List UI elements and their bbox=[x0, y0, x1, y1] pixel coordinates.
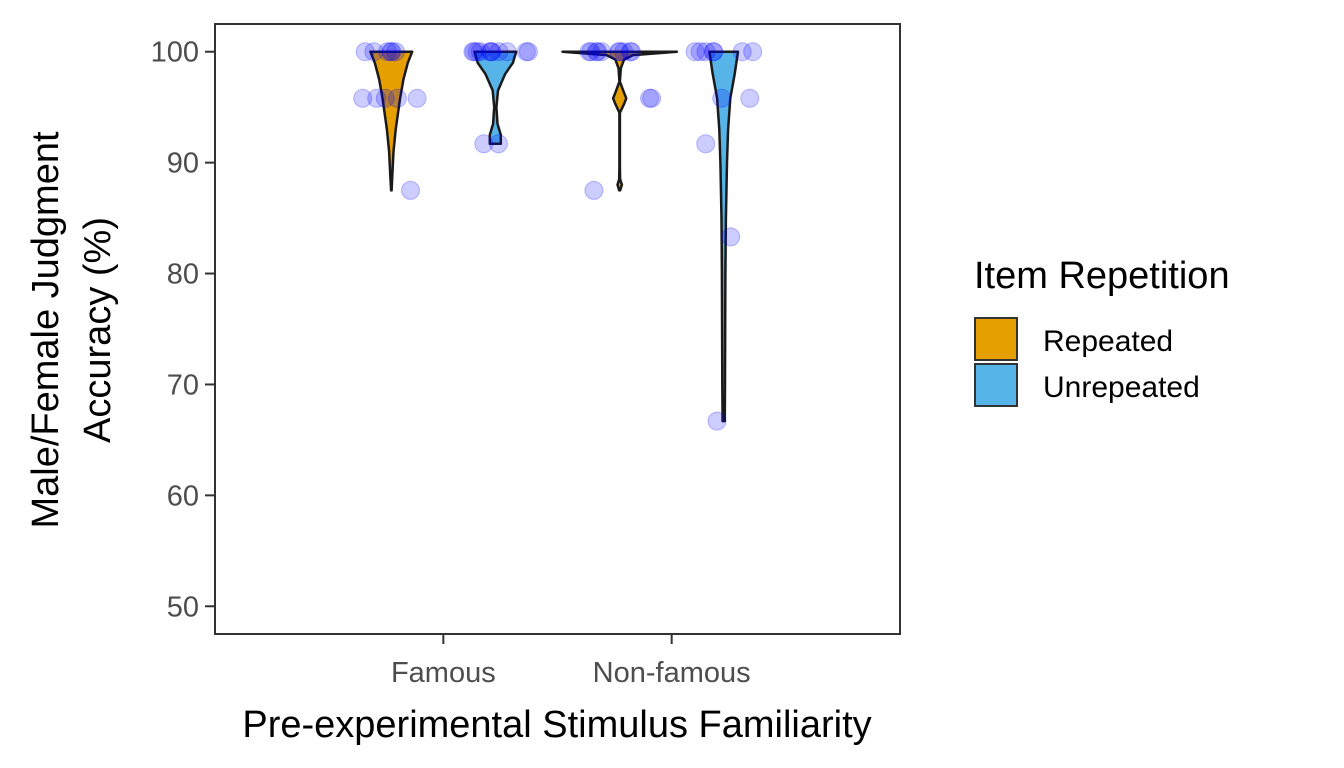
x-axis-title: Pre-experimental Stimulus Familiarity bbox=[242, 704, 871, 746]
legend-label-unrepeated: Unrepeated bbox=[1043, 371, 1200, 404]
point-unrepeated-non-famous-6 bbox=[696, 42, 716, 62]
point-unrepeated-non-famous-5 bbox=[743, 42, 763, 62]
point-unrepeated-famous-9 bbox=[482, 42, 502, 62]
y-tick-label-80: 80 bbox=[167, 259, 199, 291]
y-tick-label-60: 60 bbox=[167, 480, 199, 512]
point-repeated-non-famous-8 bbox=[588, 42, 608, 62]
point-unrepeated-famous-2 bbox=[464, 42, 484, 62]
x-tick-label-famous: Famous bbox=[391, 657, 496, 689]
legend-key-unrepeated bbox=[974, 363, 1018, 407]
point-unrepeated-famous-6 bbox=[470, 42, 490, 62]
point-unrepeated-non-famous-8 bbox=[712, 88, 732, 108]
legend-key-repeated bbox=[974, 317, 1018, 361]
point-repeated-non-famous-5 bbox=[586, 42, 606, 62]
point-repeated-non-famous-9 bbox=[579, 42, 599, 62]
point-repeated-famous-9 bbox=[375, 88, 395, 108]
point-repeated-non-famous-0 bbox=[620, 42, 640, 62]
point-unrepeated-non-famous-4 bbox=[685, 42, 705, 62]
violin-unrepeated-famous bbox=[473, 50, 518, 146]
point-repeated-non-famous-11 bbox=[642, 88, 662, 108]
y-axis: 50 60 70 80 90 100 bbox=[151, 37, 215, 623]
point-unrepeated-famous-8 bbox=[518, 42, 538, 62]
point-unrepeated-non-famous-11 bbox=[707, 411, 727, 431]
point-unrepeated-non-famous-3 bbox=[704, 42, 723, 62]
point-repeated-non-famous-3 bbox=[592, 42, 612, 62]
points-layer bbox=[353, 42, 763, 431]
point-unrepeated-famous-10 bbox=[467, 42, 487, 62]
point-unrepeated-non-famous-9 bbox=[696, 134, 716, 154]
x-tick-label-non-famous: Non-famous bbox=[593, 657, 751, 689]
point-repeated-non-famous-2 bbox=[610, 42, 630, 62]
point-repeated-famous-11 bbox=[401, 180, 420, 200]
point-unrepeated-famous-7 bbox=[463, 42, 483, 62]
point-repeated-famous-1 bbox=[386, 42, 405, 62]
point-unrepeated-famous-11 bbox=[489, 134, 508, 154]
violin-repeated-famous bbox=[369, 50, 414, 192]
point-unrepeated-famous-5 bbox=[497, 42, 517, 62]
point-repeated-famous-2 bbox=[355, 42, 375, 62]
y-tick-label-50: 50 bbox=[167, 591, 199, 623]
point-repeated-famous-7 bbox=[407, 88, 427, 108]
point-unrepeated-famous-12 bbox=[474, 134, 494, 154]
point-repeated-famous-0 bbox=[381, 42, 401, 62]
point-repeated-famous-6 bbox=[353, 88, 373, 108]
point-unrepeated-non-famous-10 bbox=[721, 227, 741, 247]
violin-repeated-non-famous bbox=[561, 50, 679, 192]
point-unrepeated-non-famous-0 bbox=[690, 42, 710, 62]
point-repeated-famous-8 bbox=[387, 88, 407, 108]
y-tick-label-70: 70 bbox=[167, 369, 199, 401]
point-unrepeated-non-famous-2 bbox=[704, 42, 724, 62]
point-unrepeated-famous-3 bbox=[480, 42, 500, 62]
y-tick-label-90: 90 bbox=[167, 148, 199, 180]
point-repeated-non-famous-10 bbox=[640, 88, 659, 108]
legend-label-repeated: Repeated bbox=[1043, 325, 1173, 358]
point-repeated-famous-3 bbox=[364, 42, 384, 62]
point-unrepeated-famous-4 bbox=[489, 42, 509, 62]
point-repeated-non-famous-1 bbox=[581, 42, 601, 62]
legend: Item Repetition Repeated Unrepeated bbox=[974, 255, 1230, 407]
legend-title: Item Repetition bbox=[974, 255, 1230, 297]
y-tick-label-100: 100 bbox=[151, 37, 199, 69]
y-axis-title-line-1: Male/Female Judgment bbox=[25, 131, 67, 529]
point-repeated-famous-4 bbox=[378, 42, 397, 62]
point-repeated-non-famous-4 bbox=[621, 42, 641, 62]
y-axis-title-line-2: Accuracy (%) bbox=[77, 217, 119, 443]
point-repeated-non-famous-7 bbox=[609, 42, 629, 62]
point-unrepeated-non-famous-7 bbox=[740, 88, 760, 108]
point-repeated-famous-5 bbox=[382, 42, 402, 62]
point-unrepeated-non-famous-1 bbox=[732, 42, 752, 62]
point-repeated-non-famous-6 bbox=[614, 42, 634, 62]
violins-layer bbox=[369, 50, 740, 423]
point-repeated-famous-10 bbox=[367, 88, 387, 108]
plot-panel bbox=[214, 23, 901, 635]
point-unrepeated-famous-1 bbox=[516, 42, 536, 62]
x-axis: Famous Non-famous bbox=[391, 634, 751, 689]
point-unrepeated-famous-0 bbox=[482, 42, 501, 62]
violin-unrepeated-non-famous bbox=[708, 50, 740, 423]
point-repeated-non-famous-12 bbox=[584, 180, 604, 200]
